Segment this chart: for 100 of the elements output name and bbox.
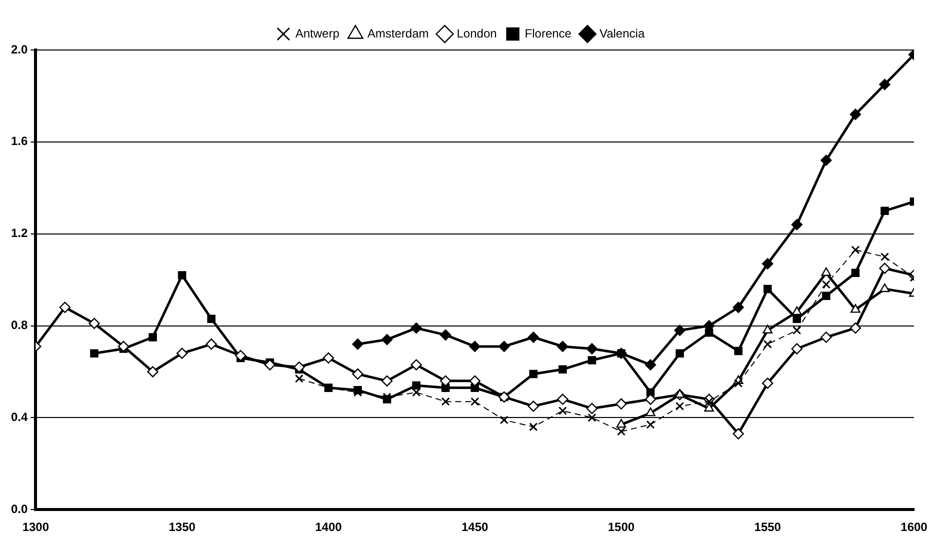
point [821, 267, 832, 276]
point [588, 413, 596, 422]
x-tick-label: 1450 [461, 520, 489, 534]
point [176, 348, 188, 359]
point [616, 398, 627, 410]
x-tick-label: 1350 [168, 520, 196, 534]
x-tick-label: 1300 [22, 520, 50, 534]
point [59, 302, 71, 313]
point [850, 304, 860, 313]
point [762, 258, 774, 270]
point [410, 359, 422, 370]
point [440, 329, 452, 341]
point [791, 219, 802, 230]
x-tick-label: 1600 [900, 520, 928, 534]
point [646, 420, 655, 429]
point [148, 333, 157, 342]
point [763, 340, 772, 348]
point [791, 343, 802, 354]
point [353, 388, 362, 397]
point [470, 397, 480, 406]
point [469, 340, 480, 352]
point [732, 302, 744, 313]
y-tick-label: 0.4 [10, 410, 28, 424]
point [644, 359, 656, 370]
point [646, 407, 656, 416]
point [588, 356, 596, 364]
point [147, 366, 158, 378]
legend-label: Amsterdam [367, 26, 429, 40]
point [90, 349, 98, 358]
point [879, 262, 890, 274]
point [822, 280, 830, 289]
point [294, 374, 304, 383]
point [586, 343, 598, 354]
point [558, 406, 567, 416]
point [792, 314, 802, 323]
y-tick-label: 0.8 [10, 318, 28, 332]
point [586, 402, 598, 414]
point [851, 268, 860, 278]
point [704, 328, 714, 337]
point [207, 314, 216, 323]
point [381, 334, 393, 346]
point [880, 283, 890, 292]
point [441, 397, 450, 406]
point [879, 78, 890, 90]
point [352, 368, 364, 380]
point [558, 365, 567, 374]
legend-label: Valencia [599, 26, 645, 40]
y-tick-label: 2.0 [10, 42, 28, 56]
point [235, 350, 246, 362]
x-tick-label: 1500 [608, 520, 635, 534]
y-tick-label: 1.2 [10, 226, 28, 240]
point [674, 389, 685, 398]
point [822, 292, 830, 300]
point [88, 318, 100, 330]
point [528, 332, 539, 343]
point [410, 322, 422, 334]
point [732, 428, 744, 440]
point [763, 284, 772, 294]
point [381, 375, 393, 387]
point [851, 246, 860, 254]
point [850, 322, 862, 334]
point [294, 362, 305, 373]
x-tick-label: 1400 [315, 520, 342, 534]
point [704, 402, 714, 412]
point [528, 400, 539, 412]
point [616, 427, 626, 436]
point [616, 418, 626, 428]
point [529, 370, 538, 378]
point [850, 108, 862, 120]
legend-label: London [456, 26, 497, 40]
point [704, 397, 714, 406]
legend-label: Antwerp [295, 26, 340, 40]
point [644, 394, 656, 405]
point [820, 332, 832, 343]
point [880, 206, 889, 215]
point [820, 154, 832, 166]
point [674, 324, 686, 336]
y-tick-label: 0.0 [10, 502, 28, 516]
point [498, 340, 510, 352]
x-tick-label: 1550 [754, 520, 782, 534]
legend-label: Florence [524, 26, 572, 40]
point [734, 378, 743, 388]
point [675, 402, 684, 410]
point [500, 416, 508, 424]
point [412, 381, 420, 390]
point [322, 352, 334, 364]
y-tick-label: 1.6 [10, 134, 28, 148]
point [412, 388, 421, 397]
point [557, 340, 568, 352]
point [762, 324, 773, 334]
point [792, 326, 802, 335]
point [557, 394, 568, 405]
point [178, 271, 186, 280]
point [529, 422, 538, 432]
point [676, 349, 684, 358]
point [792, 306, 802, 316]
point [762, 378, 774, 389]
point [880, 252, 890, 262]
point [264, 359, 276, 370]
point [734, 346, 742, 356]
